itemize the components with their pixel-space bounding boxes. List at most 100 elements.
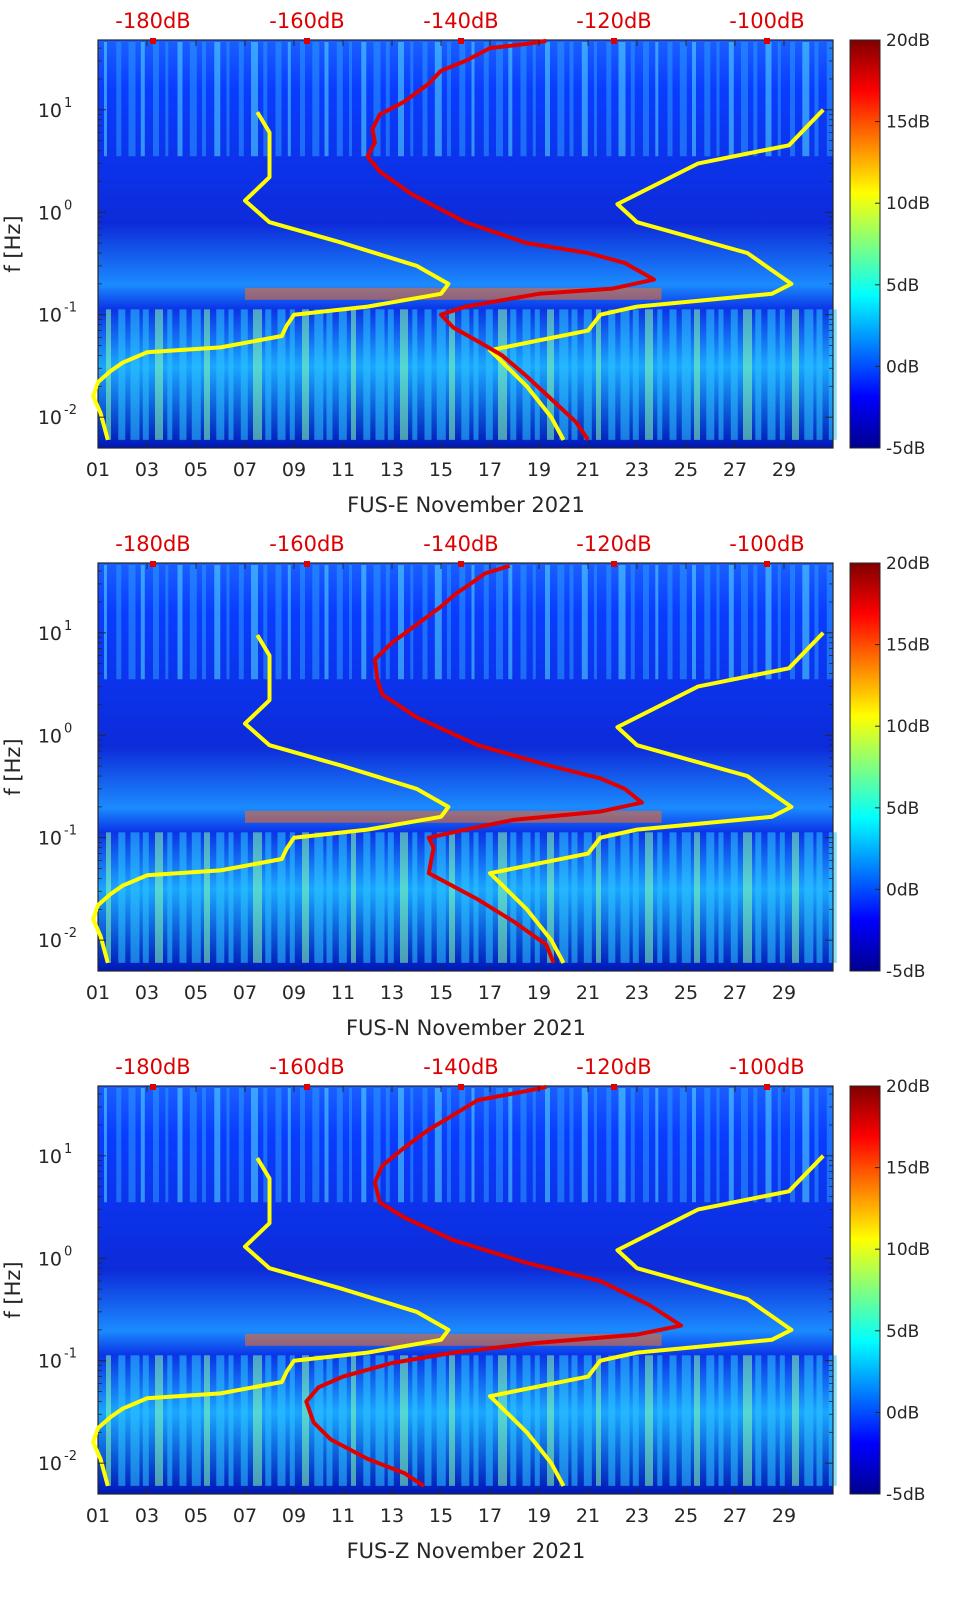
y-tick-label: 10 bbox=[38, 828, 62, 850]
colorbar-tick-label: 5dB bbox=[886, 276, 919, 296]
x-tick-label: 17 bbox=[478, 459, 502, 481]
top-db-tick bbox=[458, 38, 464, 44]
top-db-label: -180dB bbox=[115, 9, 190, 33]
x-tick-label: 05 bbox=[184, 982, 208, 1004]
colorbar-tick-label: 5dB bbox=[886, 1322, 919, 1342]
top-db-tick bbox=[458, 1084, 464, 1090]
top-db-tick bbox=[764, 38, 770, 44]
colorbar-tick-label: 5dB bbox=[886, 799, 919, 819]
x-tick-label: 29 bbox=[772, 1505, 796, 1527]
colorbar-tick-label: -5dB bbox=[886, 439, 925, 459]
y-tick-label: 10 bbox=[38, 930, 62, 952]
y-tick-label: 10 bbox=[38, 1146, 62, 1168]
colorbar-tick-label: 15dB bbox=[886, 113, 930, 133]
model-curve-1 bbox=[488, 1154, 825, 1487]
x-tick-label: 27 bbox=[723, 1505, 747, 1527]
x-tick-label: 01 bbox=[86, 459, 110, 481]
y-tick-exponent: 1 bbox=[64, 619, 72, 634]
model-curve-1 bbox=[488, 108, 825, 441]
y-tick-label: 10 bbox=[38, 100, 62, 122]
y-tick-exponent: 1 bbox=[64, 1142, 72, 1157]
model-curve-2 bbox=[372, 563, 644, 964]
model-curve-0 bbox=[91, 1157, 451, 1487]
x-tick-label: 03 bbox=[135, 982, 159, 1004]
x-tick-label: 13 bbox=[380, 982, 404, 1004]
top-db-tick bbox=[764, 1084, 770, 1090]
y-tick-exponent: -1 bbox=[64, 301, 77, 316]
y-tick-label: 10 bbox=[38, 407, 62, 429]
x-tick-label: 07 bbox=[233, 459, 257, 481]
x-tick-label: 05 bbox=[184, 1505, 208, 1527]
colorbar-tick-label: 20dB bbox=[886, 1077, 930, 1097]
x-tick-label: 01 bbox=[86, 982, 110, 1004]
x-tick-label: 27 bbox=[723, 982, 747, 1004]
plot-frame bbox=[97, 39, 834, 449]
x-tick-label: 13 bbox=[380, 459, 404, 481]
y-axis-label: f [Hz] bbox=[1, 738, 25, 795]
x-tick-label: 11 bbox=[331, 982, 355, 1004]
x-tick-label: 25 bbox=[674, 459, 698, 481]
y-tick-label: 10 bbox=[38, 1453, 62, 1475]
top-db-label: -180dB bbox=[115, 1055, 190, 1079]
x-tick-label: 25 bbox=[674, 1505, 698, 1527]
x-tick-label: 13 bbox=[380, 1505, 404, 1527]
x-tick-label: 21 bbox=[576, 1505, 600, 1527]
y-axis-label: f [Hz] bbox=[1, 1261, 25, 1318]
x-tick-label: 01 bbox=[86, 1505, 110, 1527]
plot-frame bbox=[97, 1085, 834, 1495]
colorbar-tick-label: 0dB bbox=[886, 357, 919, 377]
x-tick-label: 21 bbox=[576, 982, 600, 1004]
top-db-label: -120dB bbox=[576, 1055, 651, 1079]
x-tick-label: 19 bbox=[527, 982, 551, 1004]
microseism-band bbox=[245, 1333, 662, 1346]
top-db-label: -100dB bbox=[729, 1055, 804, 1079]
x-tick-label: 19 bbox=[527, 1505, 551, 1527]
x-tick-label: 17 bbox=[478, 1505, 502, 1527]
top-db-label: -140dB bbox=[423, 9, 498, 33]
y-tick-exponent: 1 bbox=[64, 96, 72, 111]
top-db-label: -100dB bbox=[729, 532, 804, 556]
x-tick-label: 17 bbox=[478, 982, 502, 1004]
colorbar bbox=[849, 1085, 881, 1495]
colorbar-tick-label: -5dB bbox=[886, 1485, 925, 1505]
colorbar-tick-label: 10dB bbox=[886, 1240, 930, 1260]
x-tick-label: 25 bbox=[674, 982, 698, 1004]
colorbar-tick-label: 10dB bbox=[886, 194, 930, 214]
x-tick-label: 21 bbox=[576, 459, 600, 481]
top-db-tick bbox=[764, 561, 770, 567]
x-tick-label: 03 bbox=[135, 1505, 159, 1527]
y-axis-label: f [Hz] bbox=[1, 215, 25, 272]
spectrogram-texture bbox=[104, 1088, 837, 1486]
model-curve-2 bbox=[304, 1084, 684, 1488]
top-db-tick bbox=[611, 38, 617, 44]
colorbar bbox=[849, 39, 881, 449]
colorbar-tick-label: 20dB bbox=[886, 31, 930, 51]
top-db-label: -160dB bbox=[269, 532, 344, 556]
x-tick-label: 03 bbox=[135, 459, 159, 481]
top-db-tick bbox=[304, 1084, 310, 1090]
y-tick-exponent: 0 bbox=[64, 1244, 72, 1259]
colorbar-tick-label: 0dB bbox=[886, 1403, 919, 1423]
y-tick-exponent: -1 bbox=[64, 1347, 77, 1362]
x-tick-label: 15 bbox=[429, 459, 453, 481]
top-db-label: -140dB bbox=[423, 532, 498, 556]
top-db-tick bbox=[304, 38, 310, 44]
x-axis-label: FUS-N November 2021 bbox=[346, 1016, 586, 1040]
y-tick-label: 10 bbox=[38, 1351, 62, 1373]
x-tick-label: 11 bbox=[331, 1505, 355, 1527]
y-tick-exponent: -2 bbox=[64, 926, 77, 941]
x-axis-label: FUS-Z November 2021 bbox=[347, 1539, 586, 1563]
model-curve-0 bbox=[91, 111, 451, 441]
colorbar-tick-label: 15dB bbox=[886, 636, 930, 656]
x-tick-label: 23 bbox=[625, 982, 649, 1004]
x-tick-label: 19 bbox=[527, 459, 551, 481]
model-curve-2 bbox=[365, 38, 657, 442]
y-tick-label: 10 bbox=[38, 623, 62, 645]
x-tick-label: 09 bbox=[282, 459, 306, 481]
top-db-label: -120dB bbox=[576, 532, 651, 556]
model-curve-1 bbox=[488, 631, 825, 964]
spectrogram-texture bbox=[104, 42, 837, 440]
top-db-tick bbox=[304, 561, 310, 567]
